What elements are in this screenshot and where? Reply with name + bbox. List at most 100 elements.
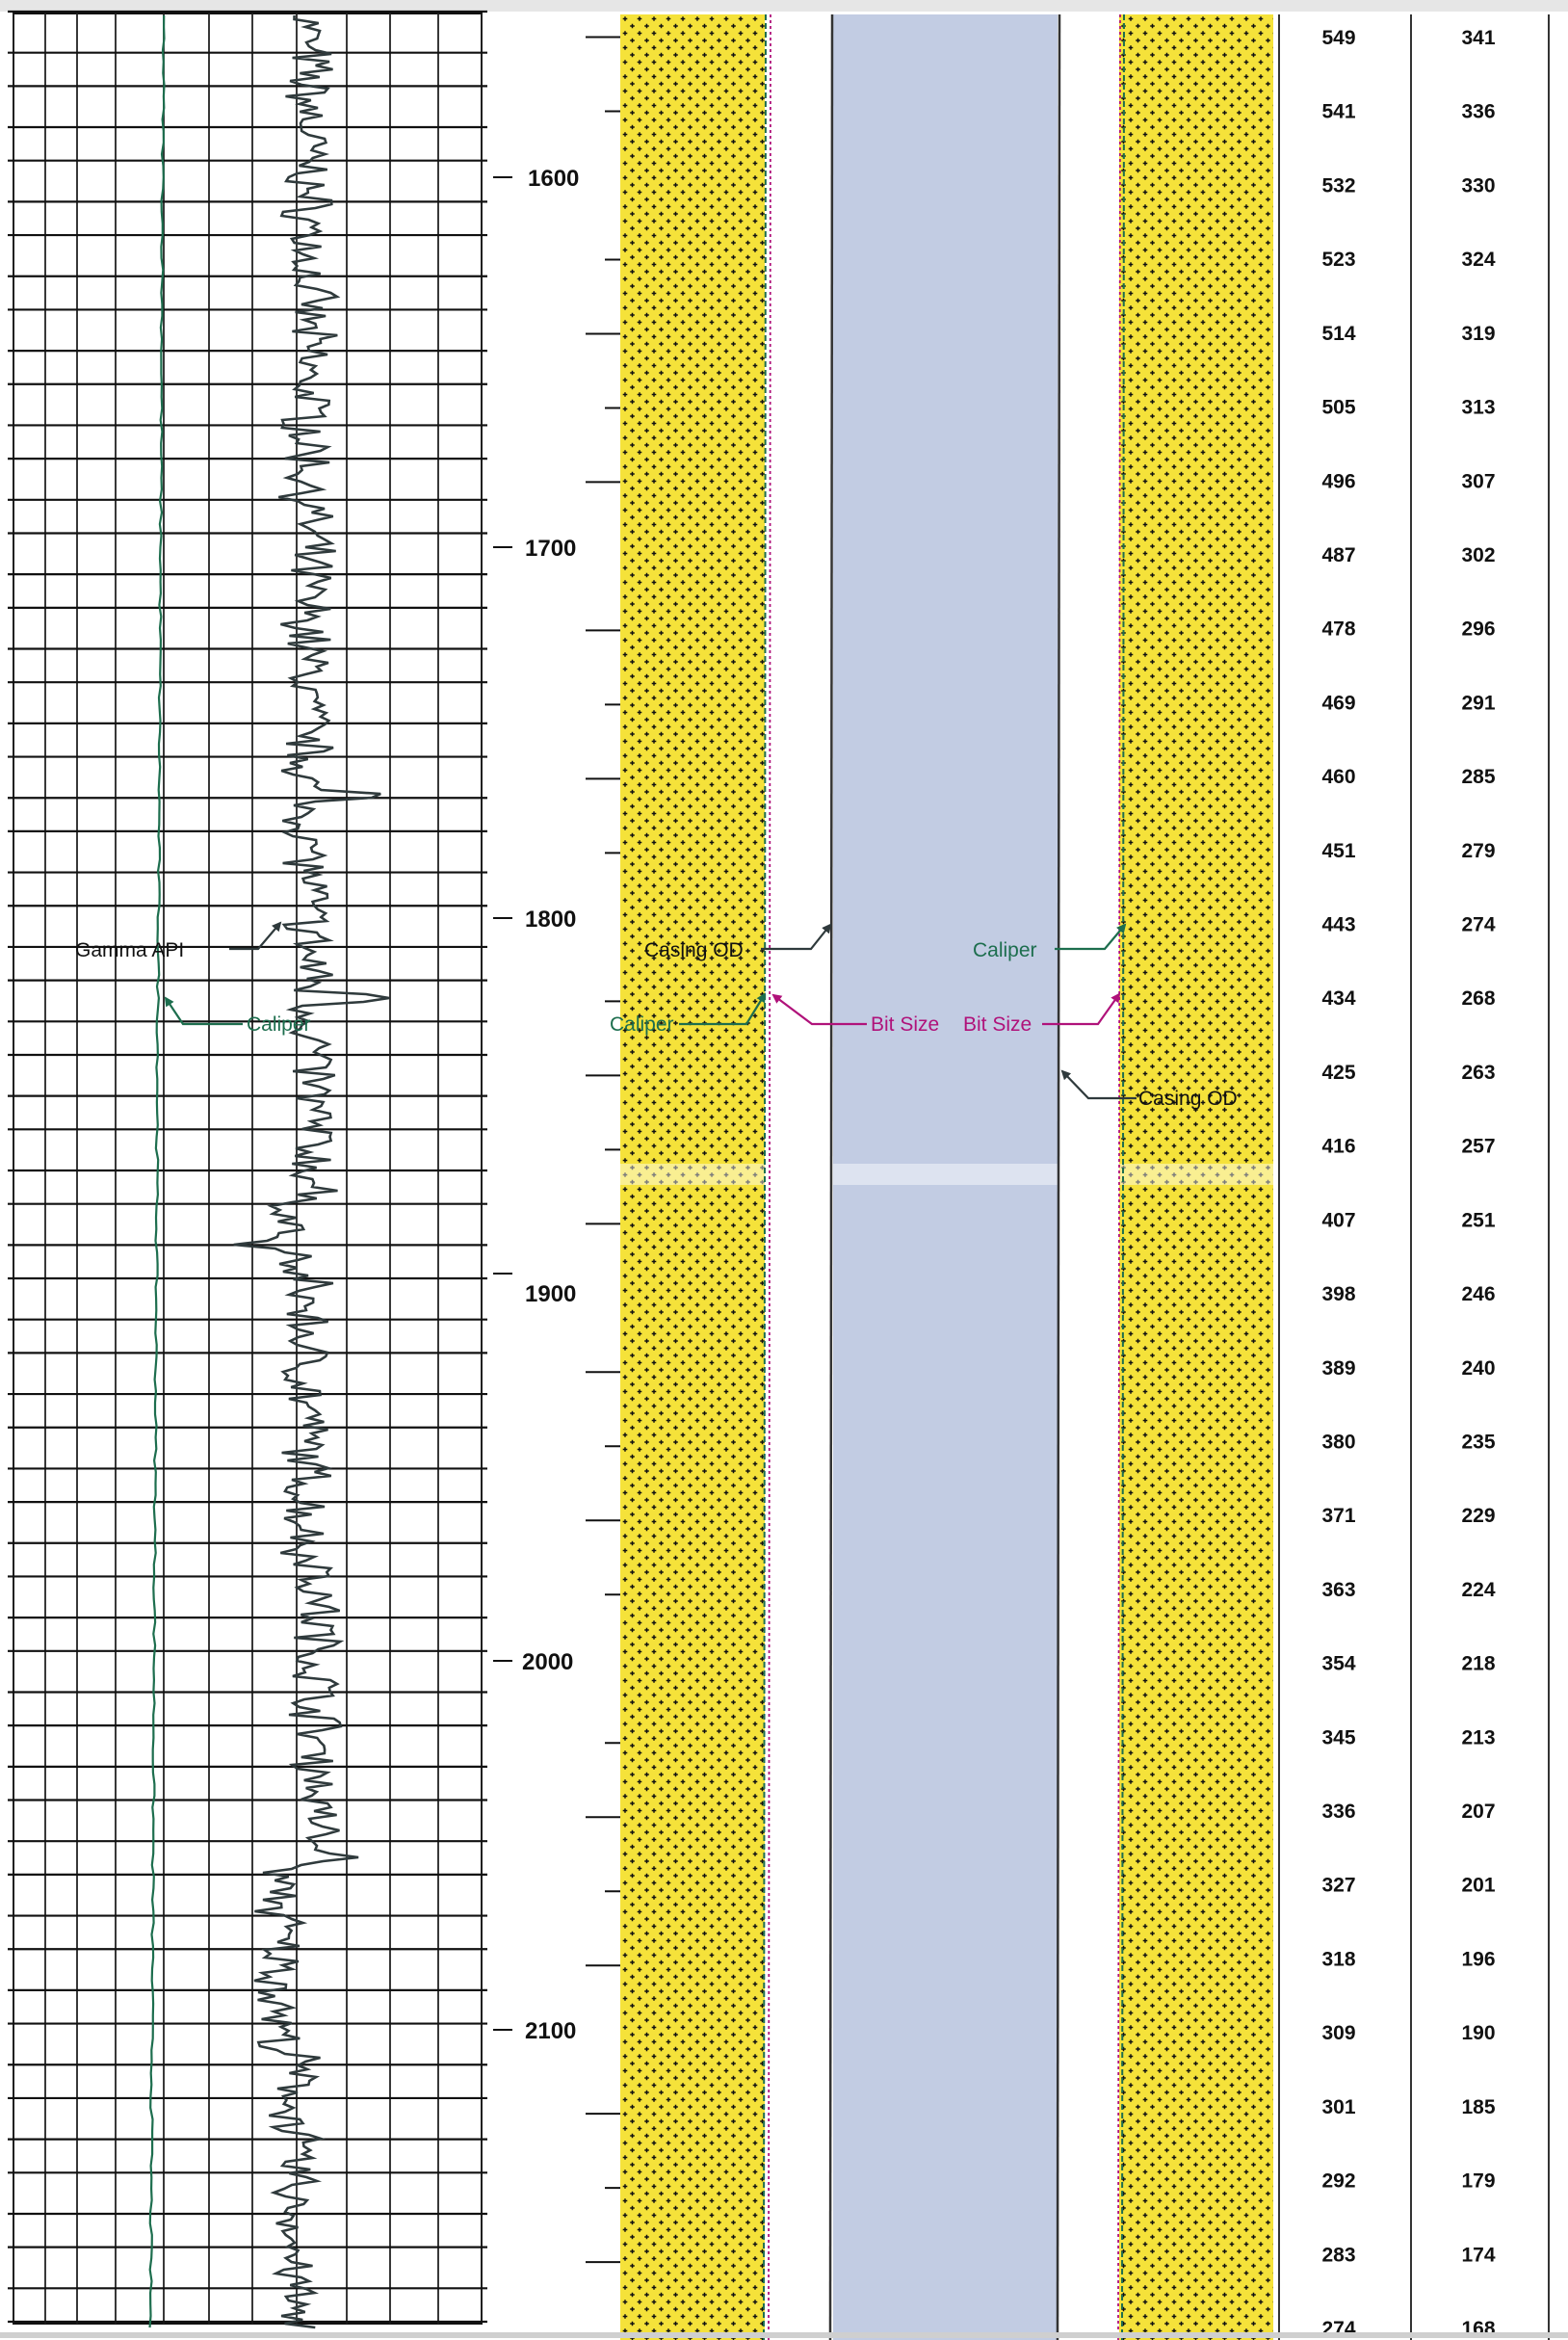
table-cell-c1-r25: 327 <box>1321 1875 1355 1897</box>
depth-minor-ticks <box>586 36 624 2338</box>
caliper-pointer-right <box>1055 923 1127 951</box>
table-cell-c1-r18: 389 <box>1321 1357 1355 1380</box>
depth-label-2000: 2000 <box>522 1649 573 1675</box>
caliper-curve <box>148 14 166 2328</box>
bit-size-label-right: Bit Size <box>963 1013 1032 1036</box>
table-cell-c2-r26: 196 <box>1461 1948 1495 1970</box>
casing-od-line-left <box>828 13 834 2340</box>
table-cell-c1-r20: 371 <box>1321 1505 1355 1527</box>
table-cell-c2-r6: 307 <box>1461 470 1495 492</box>
table-cell-c2-r19: 235 <box>1461 1431 1495 1453</box>
caliper-pointer-left <box>164 996 243 1026</box>
casing-od-label-right: Casing OD <box>1138 1088 1238 1110</box>
table-cell-c1-r6: 496 <box>1321 470 1355 492</box>
table-cell-c2-r24: 207 <box>1461 1801 1495 1823</box>
table-cell-c1-r28: 301 <box>1321 2096 1355 2118</box>
cement-left <box>620 14 765 2340</box>
casing-od-pointer-left <box>761 923 832 951</box>
table-cell-c2-r14: 263 <box>1461 1062 1495 1084</box>
caliper-label-right: Caliper <box>973 939 1037 961</box>
bit-size-line-right <box>1117 13 1121 2340</box>
table-cell-c2-r20: 229 <box>1461 1505 1495 1527</box>
table-cell-c2-r8: 296 <box>1461 618 1495 641</box>
cement-right <box>1119 14 1273 2340</box>
table-cell-c2-r22: 218 <box>1461 1653 1495 1675</box>
table-cell-c1-r30: 283 <box>1321 2244 1355 2266</box>
casing-od-pointer-right <box>1060 1069 1137 1100</box>
depth-label-1600: 1600 <box>528 166 579 192</box>
bit-size-pointer-right <box>1042 992 1121 1026</box>
top-edge <box>0 0 1568 12</box>
track1-grid <box>8 10 487 2325</box>
table-cell-c1-r3: 523 <box>1321 249 1355 271</box>
depth-label-2100: 2100 <box>525 2018 576 2044</box>
table-cell-c1-r29: 292 <box>1321 2170 1355 2193</box>
table-cell-c2-r23: 213 <box>1461 1726 1495 1748</box>
caliper-label-left: Caliper <box>247 1013 311 1036</box>
table-cell-c1-r12: 443 <box>1321 914 1355 936</box>
table-cell-c2-r11: 279 <box>1461 840 1495 862</box>
table-cell-c2-r7: 302 <box>1461 544 1495 566</box>
table-cell-c2-r27: 190 <box>1461 2022 1495 2044</box>
table-cell-c2-r13: 268 <box>1461 987 1495 1010</box>
table-cell-c1-r9: 469 <box>1321 692 1355 714</box>
depth-label-1900: 1900 <box>525 1281 576 1307</box>
casing-interior <box>833 14 1058 2340</box>
table-cell-c1-r19: 380 <box>1321 1431 1355 1453</box>
track1-frame <box>13 13 483 2325</box>
table-cell-c2-r2: 330 <box>1461 174 1495 197</box>
annulus-right <box>1058 14 1119 2340</box>
table-cell-c1-r13: 434 <box>1321 987 1355 1010</box>
casing-od-label-left: Casing OD <box>644 939 744 961</box>
table-cell-c2-r12: 274 <box>1461 914 1495 936</box>
table-cell-c1-r4: 514 <box>1321 323 1355 345</box>
table-cell-c2-r16: 251 <box>1461 1209 1495 1231</box>
caliper-label-mid: Caliper <box>610 1013 674 1036</box>
table-cell-c1-r16: 407 <box>1321 1209 1355 1231</box>
casing-od-line-right <box>1056 13 1061 2340</box>
bit-size-pointer-left <box>771 993 867 1026</box>
gamma-api-curve <box>233 14 390 2329</box>
table-cell-c1-r26: 318 <box>1321 1948 1355 1970</box>
table-cell-c2-r21: 224 <box>1461 1579 1495 1601</box>
table-cell-c1-r27: 309 <box>1321 2022 1355 2044</box>
caliper-line-left <box>763 13 767 2340</box>
table-cell-c2-r29: 179 <box>1461 2170 1495 2193</box>
table-cell-c1-r8: 478 <box>1321 618 1355 641</box>
wellbore-schematic <box>620 13 1273 2340</box>
table-cell-c1-r14: 425 <box>1321 1062 1355 1084</box>
gamma-api-pointer <box>229 921 282 951</box>
caliper-line-right <box>1121 13 1125 2340</box>
gamma-caliper-track <box>8 10 487 2329</box>
scan-streak <box>620 1164 1273 1185</box>
table-cell-c2-r17: 246 <box>1461 1283 1495 1305</box>
caliper-pointer-mid <box>679 992 767 1026</box>
table-cell-c2-r15: 257 <box>1461 1136 1495 1158</box>
table-cell-c1-r1: 541 <box>1321 101 1355 123</box>
gamma-api-label: Gamma API <box>75 939 184 961</box>
table-cell-c2-r0: 341 <box>1461 27 1495 49</box>
table-cell-c1-r23: 345 <box>1321 1726 1355 1748</box>
depth-track: 1600 1700 1800 1900 2000 2100 <box>493 36 624 2338</box>
table-cell-c2-r4: 319 <box>1461 323 1495 345</box>
table-cell-c2-r18: 240 <box>1461 1357 1495 1380</box>
depth-label-1700: 1700 <box>525 536 576 562</box>
table-column-2: 341 336 330 324 319 313 307 302 296 291 285 279 274 2… <box>1461 27 1495 2340</box>
table-column-1: 549 541 532 523 514 505 496 487 478 469 460 451 443 4… <box>1321 27 1355 2340</box>
table-cell-c2-r9: 291 <box>1461 692 1495 714</box>
table-cell-c1-r15: 416 <box>1321 1136 1355 1158</box>
table-cell-c1-r24: 336 <box>1321 1801 1355 1823</box>
table-cell-c1-r7: 487 <box>1321 544 1355 566</box>
table-cell-c1-r10: 460 <box>1321 766 1355 788</box>
table-cell-c1-r21: 363 <box>1321 1579 1355 1601</box>
table-cell-c2-r30: 174 <box>1461 2244 1495 2266</box>
data-table: 549 541 532 523 514 505 496 487 478 469 460 451 443 4… <box>1278 14 1550 2340</box>
table-cell-c2-r1: 336 <box>1461 101 1495 123</box>
table-cell-c1-r17: 398 <box>1321 1283 1355 1305</box>
bit-size-line-left <box>768 13 771 2340</box>
table-cell-c2-r3: 324 <box>1461 249 1495 271</box>
annulus-left <box>765 14 833 2340</box>
table-cell-c2-r28: 185 <box>1461 2096 1495 2118</box>
table-cell-c1-r22: 354 <box>1321 1653 1355 1675</box>
